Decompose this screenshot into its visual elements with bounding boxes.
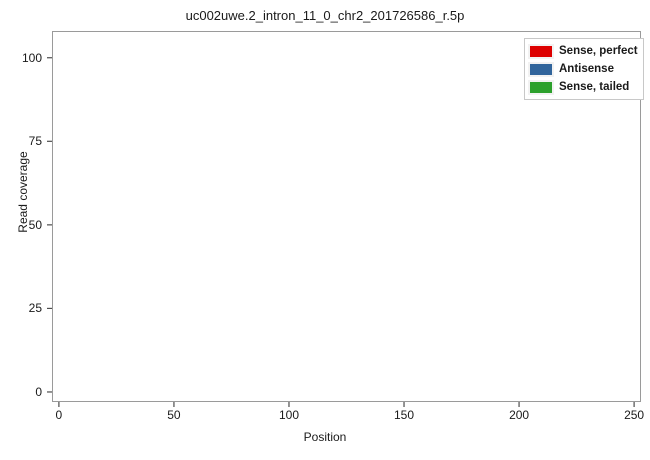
legend-color-swatch bbox=[528, 43, 554, 59]
legend-color-swatch bbox=[528, 61, 554, 77]
axis-tick-marks bbox=[47, 57, 635, 407]
chart-title: uc002uwe.2_intron_11_0_chr2_201726586_r.… bbox=[185, 8, 465, 23]
x-tick-label: 0 bbox=[55, 408, 63, 422]
chart-legend: Sense, perfect Antisense Sense, tailed bbox=[524, 38, 644, 100]
x-tick-label: 100 bbox=[278, 408, 300, 422]
legend-item-label: Antisense bbox=[559, 63, 614, 75]
legend-item-label: Sense, tailed bbox=[559, 81, 630, 93]
x-axis-label: Position bbox=[303, 430, 347, 444]
x-tick-label: 250 bbox=[624, 408, 645, 422]
legend-item: Sense, tailed bbox=[528, 78, 638, 96]
y-tick-label: 0 bbox=[35, 385, 42, 399]
y-tick-label: 75 bbox=[28, 134, 42, 149]
legend-item: Antisense bbox=[528, 60, 638, 78]
y-axis-label: Read coverage bbox=[16, 151, 30, 233]
legend-color-swatch bbox=[528, 79, 554, 95]
y-tick-label: 50 bbox=[28, 217, 42, 232]
x-tick-label: 150 bbox=[393, 408, 415, 422]
x-tick-label: 200 bbox=[509, 408, 530, 422]
x-tick-label: 50 bbox=[167, 408, 181, 422]
y-tick-label: 100 bbox=[21, 50, 42, 65]
legend-item: Sense, perfect bbox=[528, 42, 638, 60]
y-tick-label: 25 bbox=[28, 301, 42, 316]
legend-item-label: Sense, perfect bbox=[559, 45, 638, 57]
